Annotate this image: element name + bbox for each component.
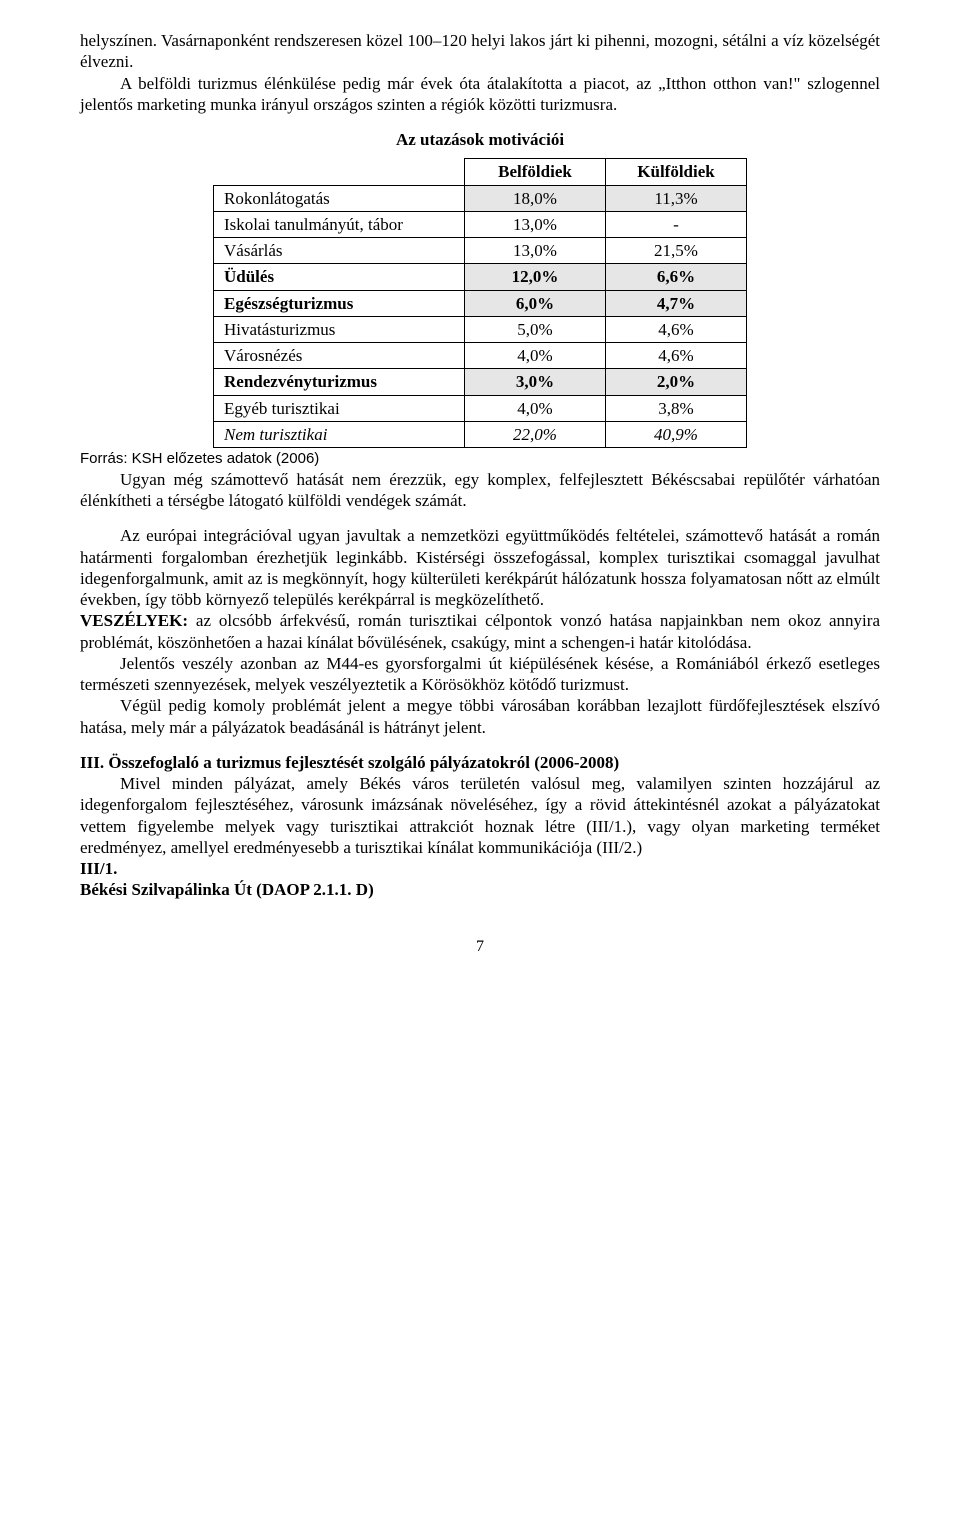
threats-paragraph: VESZÉLYEK: az olcsóbb árfekvésű, román t…	[80, 610, 880, 653]
table-row-value-1: 18,0%	[465, 185, 606, 211]
table-row: Hivatásturizmus5,0%4,6%	[214, 316, 747, 342]
table-row: Nem turisztikai22,0%40,9%	[214, 421, 747, 447]
table-row-label: Vásárlás	[214, 238, 465, 264]
table-row-label: Iskolai tanulmányút, tábor	[214, 211, 465, 237]
table-row: Egészségturizmus6,0%4,7%	[214, 290, 747, 316]
table-row-label: Üdülés	[214, 264, 465, 290]
table-row-value-1: 4,0%	[465, 343, 606, 369]
paragraph-2: A belföldi turizmus élénkülése pedig már…	[80, 73, 880, 116]
table-row-value-2: 40,9%	[606, 421, 747, 447]
threats-label: VESZÉLYEK:	[80, 611, 188, 630]
page-number: 7	[80, 937, 880, 957]
table-row-value-1: 13,0%	[465, 211, 606, 237]
table-row-label: Rendezvényturizmus	[214, 369, 465, 395]
table-source: Forrás: KSH előzetes adatok (2006)	[80, 450, 880, 469]
table-row-value-2: 4,7%	[606, 290, 747, 316]
table-header-col1: Belföldiek	[465, 159, 606, 185]
table-header-row: Belföldiek Külföldiek	[214, 159, 747, 185]
section-3-body: Mivel minden pályázat, amely Békés város…	[80, 773, 880, 858]
table-row: Városnézés4,0%4,6%	[214, 343, 747, 369]
table-header-col2: Külföldiek	[606, 159, 747, 185]
table-row-value-1: 5,0%	[465, 316, 606, 342]
section-3-sub1-label: III/1.	[80, 858, 880, 879]
table-row-value-1: 6,0%	[465, 290, 606, 316]
table-row-value-2: 3,8%	[606, 395, 747, 421]
table-row: Egyéb turisztikai4,0%3,8%	[214, 395, 747, 421]
table-row: Üdülés12,0%6,6%	[214, 264, 747, 290]
table-row-label: Egyéb turisztikai	[214, 395, 465, 421]
paragraph-6: Végül pedig komoly problémát jelent a me…	[80, 695, 880, 738]
paragraph-3: Ugyan még számottevő hatását nem érezzük…	[80, 469, 880, 512]
table-row-label: Városnézés	[214, 343, 465, 369]
table-row-value-2: 6,6%	[606, 264, 747, 290]
table-row-value-1: 12,0%	[465, 264, 606, 290]
paragraph-1: helyszínen. Vasárnaponként rendszeresen …	[80, 30, 880, 73]
table-row-value-2: 11,3%	[606, 185, 747, 211]
paragraph-5: Jelentős veszély azonban az M44-es gyors…	[80, 653, 880, 696]
table-row-value-1: 3,0%	[465, 369, 606, 395]
table-row-value-2: 4,6%	[606, 343, 747, 369]
table-row: Iskolai tanulmányút, tábor13,0%-	[214, 211, 747, 237]
table-row-label: Nem turisztikai	[214, 421, 465, 447]
table-row: Vásárlás13,0%21,5%	[214, 238, 747, 264]
table-row: Rendezvényturizmus3,0%2,0%	[214, 369, 747, 395]
table-row-value-1: 13,0%	[465, 238, 606, 264]
table-row-value-2: 2,0%	[606, 369, 747, 395]
table-row-value-2: 21,5%	[606, 238, 747, 264]
table-row: Rokonlátogatás18,0%11,3%	[214, 185, 747, 211]
table-row-label: Hivatásturizmus	[214, 316, 465, 342]
table-row-value-2: -	[606, 211, 747, 237]
paragraph-4: Az európai integrációval ugyan javultak …	[80, 525, 880, 610]
section-3-sub1-title: Békési Szilvapálinka Út (DAOP 2.1.1. D)	[80, 879, 880, 900]
threats-text: az olcsóbb árfekvésű, román turisztikai …	[80, 611, 880, 651]
table-row-label: Rokonlátogatás	[214, 185, 465, 211]
table-row-value-2: 4,6%	[606, 316, 747, 342]
motivations-table: Belföldiek Külföldiek Rokonlátogatás18,0…	[213, 158, 747, 448]
table-title: Az utazások motivációi	[80, 129, 880, 150]
table-header-empty	[214, 159, 465, 185]
section-3-title: III. Összefoglaló a turizmus fejlesztésé…	[80, 752, 880, 773]
table-row-label: Egészségturizmus	[214, 290, 465, 316]
table-row-value-1: 22,0%	[465, 421, 606, 447]
table-row-value-1: 4,0%	[465, 395, 606, 421]
